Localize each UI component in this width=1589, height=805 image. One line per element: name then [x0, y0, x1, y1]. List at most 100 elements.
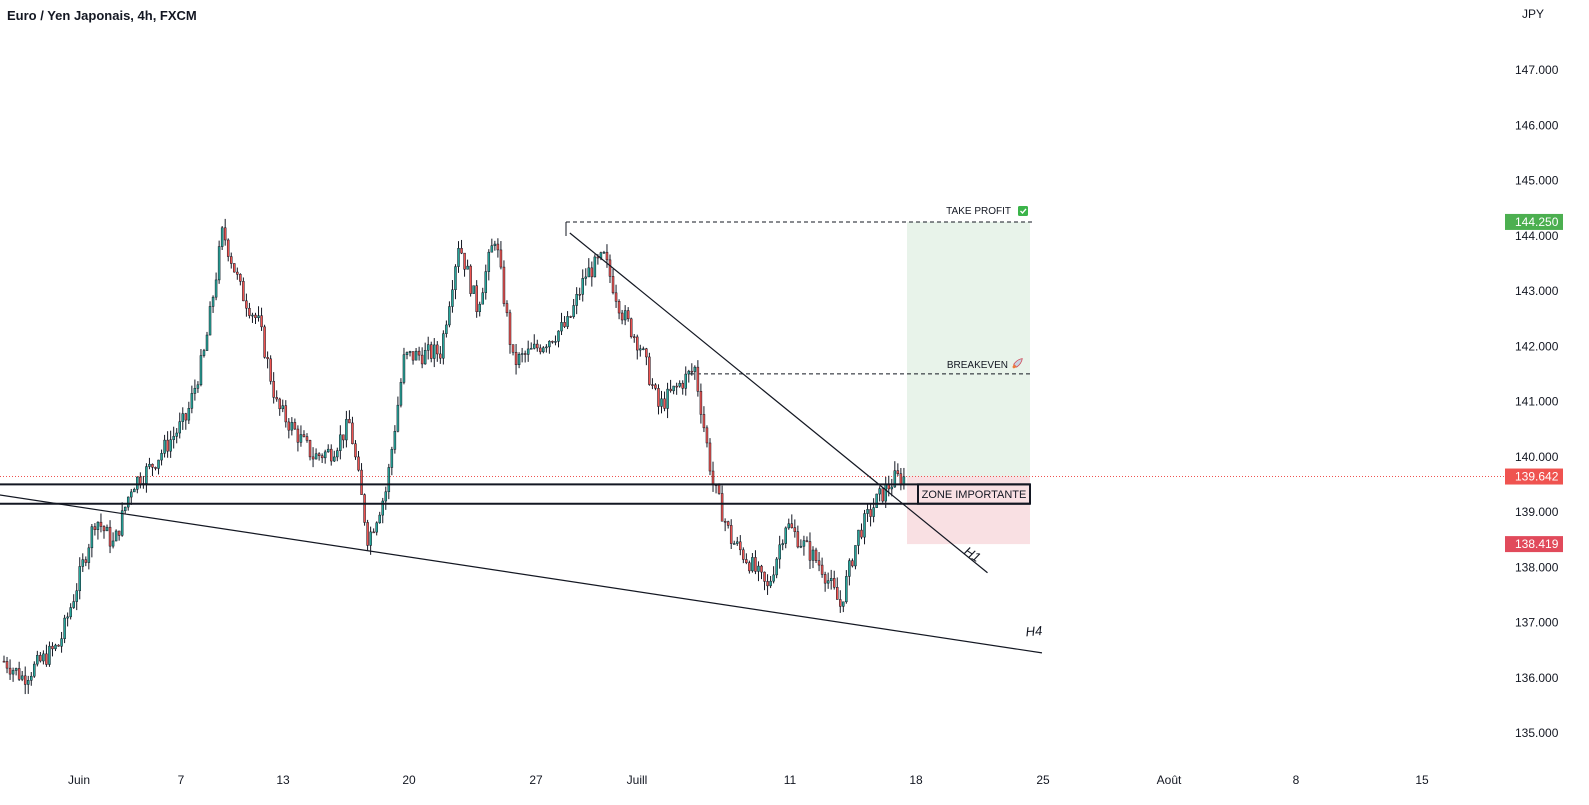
candle-body [620, 312, 624, 321]
candle-body [2, 660, 6, 663]
candle-body [320, 455, 324, 459]
candle-body [466, 265, 469, 270]
take-profit-badge [1505, 213, 1563, 230]
candle-body [81, 559, 85, 567]
candle-body [8, 667, 12, 675]
price-tick-label: 137.000 [1515, 616, 1559, 630]
candle-body [345, 419, 348, 441]
candle-body [17, 668, 21, 680]
candle-body [187, 408, 191, 421]
stop-loss-badge [1505, 536, 1563, 553]
candle-body [829, 578, 833, 581]
candle-body [899, 473, 903, 486]
candle-body [30, 675, 33, 681]
candle-body [184, 413, 188, 421]
candle-body [193, 388, 197, 394]
candle-body [548, 340, 551, 348]
candle-body [723, 521, 727, 523]
candle-body [248, 307, 251, 316]
candle-body [299, 434, 303, 443]
candle-body [390, 449, 394, 468]
candle-body [732, 543, 736, 545]
price-tick-label: 146.000 [1515, 118, 1559, 132]
candle-body [260, 315, 263, 328]
price-tick-label: 144.000 [1515, 229, 1559, 243]
candle-body [848, 560, 851, 577]
candle-body [114, 530, 118, 542]
time-tick-label: 18 [909, 773, 923, 787]
candle-body [133, 489, 136, 493]
current-price-badge [1505, 468, 1563, 485]
candle-body [896, 470, 900, 475]
candle-body [648, 356, 651, 385]
candle-body [302, 434, 306, 437]
candle-body [5, 661, 9, 669]
candle-body [842, 601, 845, 607]
candle-body [526, 348, 530, 355]
candle-body [39, 655, 42, 662]
candle-body [45, 653, 48, 665]
candle-body [442, 333, 445, 359]
candle-body [696, 366, 700, 392]
candle-body [351, 422, 354, 445]
time-tick-label: 27 [529, 773, 543, 787]
candle-body [754, 557, 757, 572]
candle-body [678, 382, 681, 387]
candle-body [42, 653, 45, 662]
trendline-h4[interactable] [0, 493, 1043, 654]
candle-body [245, 300, 248, 309]
zone-label-box[interactable] [917, 483, 1031, 505]
candle-body [375, 522, 378, 533]
price-axis[interactable]: JPY 135.000 136.000 137.000 138.000 139.000 1… [1515, 7, 1559, 740]
candle-body [614, 292, 618, 302]
candle-body [84, 559, 88, 563]
candle-body [751, 557, 754, 572]
candle-body [608, 259, 612, 277]
candle-body [448, 306, 451, 326]
drawing-tools[interactable]: ZONE IMPORTANTE H1 H4 TAKE PROFIT BREAKEVEN [0, 205, 1043, 654]
candle-body [326, 448, 330, 453]
time-axis[interactable]: Juin 7 13 20 27 Juill 11 18 25 Août 8 15 [68, 773, 1429, 787]
candle-body [629, 318, 633, 337]
trendline-h1[interactable] [569, 232, 988, 574]
candle-body [511, 344, 515, 353]
candle-body [169, 439, 172, 452]
candle-body [772, 574, 775, 582]
candle-body [826, 580, 830, 584]
candle-body [130, 491, 133, 498]
candle-body [23, 675, 27, 685]
candle-body [139, 476, 142, 485]
candle-body [348, 419, 351, 424]
candle-body [236, 271, 239, 275]
candle-body [333, 456, 336, 462]
candle-body [251, 314, 254, 317]
candle-body [211, 296, 215, 307]
horizontal-levels [0, 221, 1505, 478]
rocket-flame [1012, 364, 1017, 369]
price-tags: 144.250 139.642 138.419 [1505, 213, 1563, 553]
candle-body [708, 442, 712, 472]
candle-body [399, 382, 403, 406]
candle-body [281, 405, 285, 410]
candle-body [605, 251, 609, 261]
candle-body [560, 322, 563, 332]
candle-body [584, 276, 588, 279]
candle-body [314, 453, 318, 460]
check-stroke [1020, 208, 1027, 214]
candle-body [626, 310, 630, 320]
candle-body [645, 348, 648, 358]
candle-body [763, 571, 766, 582]
candle-body [60, 638, 63, 647]
candle-body [575, 294, 578, 306]
candle-body [481, 292, 484, 305]
candle-body [778, 544, 781, 560]
candle-body [172, 436, 175, 440]
price-tick-label: 138.000 [1515, 560, 1559, 574]
candle-body [823, 574, 827, 584]
candle-body [433, 344, 436, 359]
candle-body [317, 453, 321, 457]
candle-body [336, 450, 339, 458]
time-tick-label: Juin [68, 773, 90, 787]
candle-body [702, 414, 706, 429]
